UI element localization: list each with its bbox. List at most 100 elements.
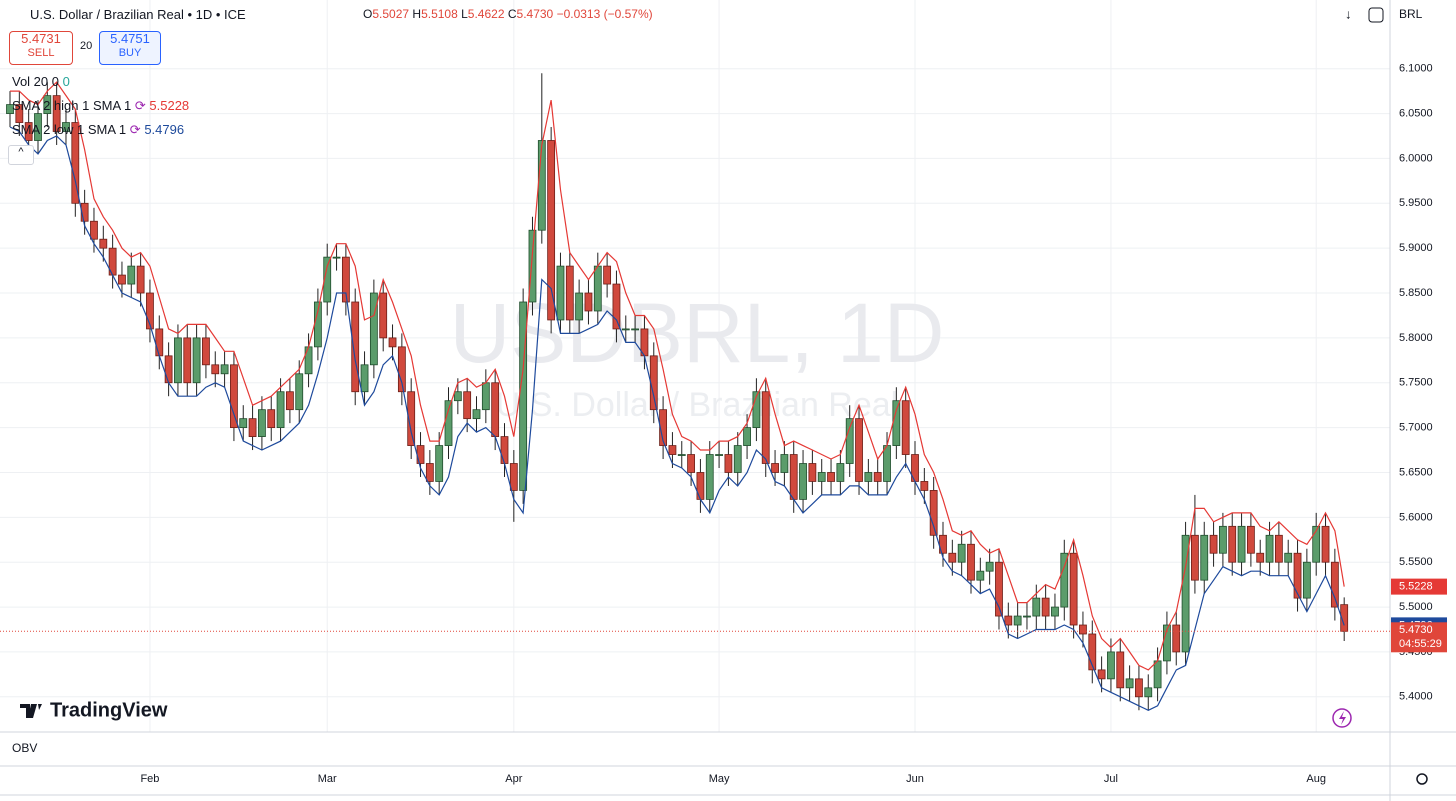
- candle-body: [34, 113, 42, 141]
- candle-body: [1116, 651, 1125, 689]
- candle-body: [397, 346, 406, 393]
- buy-button[interactable]: 5.4751 BUY: [99, 31, 161, 65]
- candle-body: [62, 122, 70, 132]
- symbol-title: U.S. Dollar / Brazilian Real • 1D • ICE: [30, 7, 246, 22]
- candle-body: [304, 346, 313, 375]
- candle-body: [985, 561, 994, 572]
- candle-body: [351, 301, 360, 393]
- x-tick-label: Apr: [505, 773, 522, 785]
- candle-body: [892, 400, 901, 446]
- buy-label: BUY: [118, 47, 142, 59]
- currency-button[interactable]: BRL: [1399, 7, 1423, 21]
- volume-a: 0: [51, 74, 60, 89]
- candle-body: [1004, 615, 1013, 626]
- candle-body: [491, 382, 500, 437]
- buy-price: 5.4751: [110, 31, 150, 46]
- candle-body: [855, 418, 863, 482]
- candle-body: [789, 454, 798, 500]
- candle-body: [220, 364, 229, 375]
- alert-icon[interactable]: [1332, 708, 1352, 728]
- y-tick-label: 6.1000: [1399, 63, 1433, 75]
- volume-name: Vol 20: [12, 74, 49, 89]
- y-tick-label: 5.6000: [1399, 511, 1433, 523]
- candle-body: [593, 265, 602, 312]
- candle-body: [1023, 615, 1031, 618]
- candle-body: [1246, 525, 1255, 554]
- close-label: C: [507, 7, 517, 21]
- candle-body: [1191, 534, 1199, 581]
- candle-body: [90, 220, 98, 240]
- candle-body: [285, 391, 294, 411]
- candle-body: [500, 436, 509, 464]
- spread: 20: [80, 40, 93, 52]
- low-value: 5.4622: [467, 7, 505, 21]
- candle-body: [995, 561, 1003, 617]
- candle-body: [453, 391, 462, 402]
- candle-body: [435, 445, 444, 482]
- x-tick-label: May: [709, 773, 730, 785]
- candle-body: [425, 463, 434, 482]
- last-price-tag: [1391, 622, 1447, 653]
- candle-body: [808, 463, 817, 482]
- x-tick-label: Jul: [1104, 773, 1118, 785]
- candle-body: [211, 364, 220, 375]
- alert-bolt: [1339, 711, 1346, 725]
- candle-body: [547, 140, 556, 321]
- candle-body: [603, 265, 612, 285]
- candle-body: [659, 409, 667, 446]
- candle-body: [1209, 534, 1218, 554]
- last-price-label: 5.4730: [1399, 624, 1433, 636]
- open-value: 5.5027: [372, 7, 410, 21]
- candle-body: [407, 391, 416, 446]
- candle-body: [1302, 561, 1311, 599]
- change-value: −0.0313 (−0.57%): [556, 7, 653, 21]
- candle-body: [52, 95, 61, 132]
- candle-body: [136, 265, 145, 294]
- candle-body: [360, 364, 369, 393]
- candle-body: [771, 463, 779, 473]
- candle-body: [24, 122, 33, 141]
- candle-body: [575, 292, 584, 321]
- volume-legend: Vol 20 0 0: [12, 74, 70, 89]
- candle-body: [677, 454, 686, 456]
- download-button[interactable]: ↓: [1345, 6, 1352, 21]
- candle-body: [864, 472, 873, 482]
- candle-body: [948, 552, 957, 563]
- candle-body: [668, 445, 677, 455]
- open-label: O: [363, 7, 373, 21]
- candle-body: [323, 256, 332, 303]
- candle-body: [230, 364, 238, 429]
- collapse-legend-button[interactable]: ^: [8, 145, 34, 165]
- candle-body: [715, 454, 723, 456]
- candle-body: [752, 391, 761, 429]
- sma-low-legend: SMA 2 low 1 SMA 1 ⟳ 5.4796: [12, 122, 185, 137]
- candle-body: [258, 409, 266, 437]
- y-tick-label: 5.5000: [1399, 601, 1433, 613]
- candle-body: [509, 463, 518, 491]
- candle-body: [967, 543, 975, 581]
- y-tick-label: 5.7500: [1399, 377, 1433, 389]
- candle-body: [174, 337, 182, 384]
- candle-body: [341, 256, 350, 303]
- x-tick-label: Aug: [1306, 773, 1326, 785]
- candle-body: [239, 418, 248, 429]
- settings-icon[interactable]: [1416, 773, 1428, 785]
- candle-body: [957, 543, 966, 563]
- x-tick-label: Jun: [906, 773, 924, 785]
- candle-body: [15, 104, 24, 123]
- refresh-button[interactable]: [1368, 7, 1384, 23]
- candle-body: [1330, 561, 1339, 608]
- candle-body: [1153, 660, 1162, 689]
- y-tick-label: 5.4000: [1399, 691, 1433, 703]
- candle-body: [1097, 669, 1106, 680]
- y-tick-label: 6.0000: [1399, 152, 1433, 164]
- sell-button[interactable]: 5.4731 SELL: [9, 31, 73, 65]
- candle-body: [696, 472, 705, 500]
- candle-body: [621, 328, 630, 331]
- candle-body: [920, 481, 929, 491]
- candle-body: [267, 409, 276, 429]
- candle-body: [565, 265, 574, 321]
- candle-body: [743, 427, 751, 446]
- candle-body: [6, 104, 14, 114]
